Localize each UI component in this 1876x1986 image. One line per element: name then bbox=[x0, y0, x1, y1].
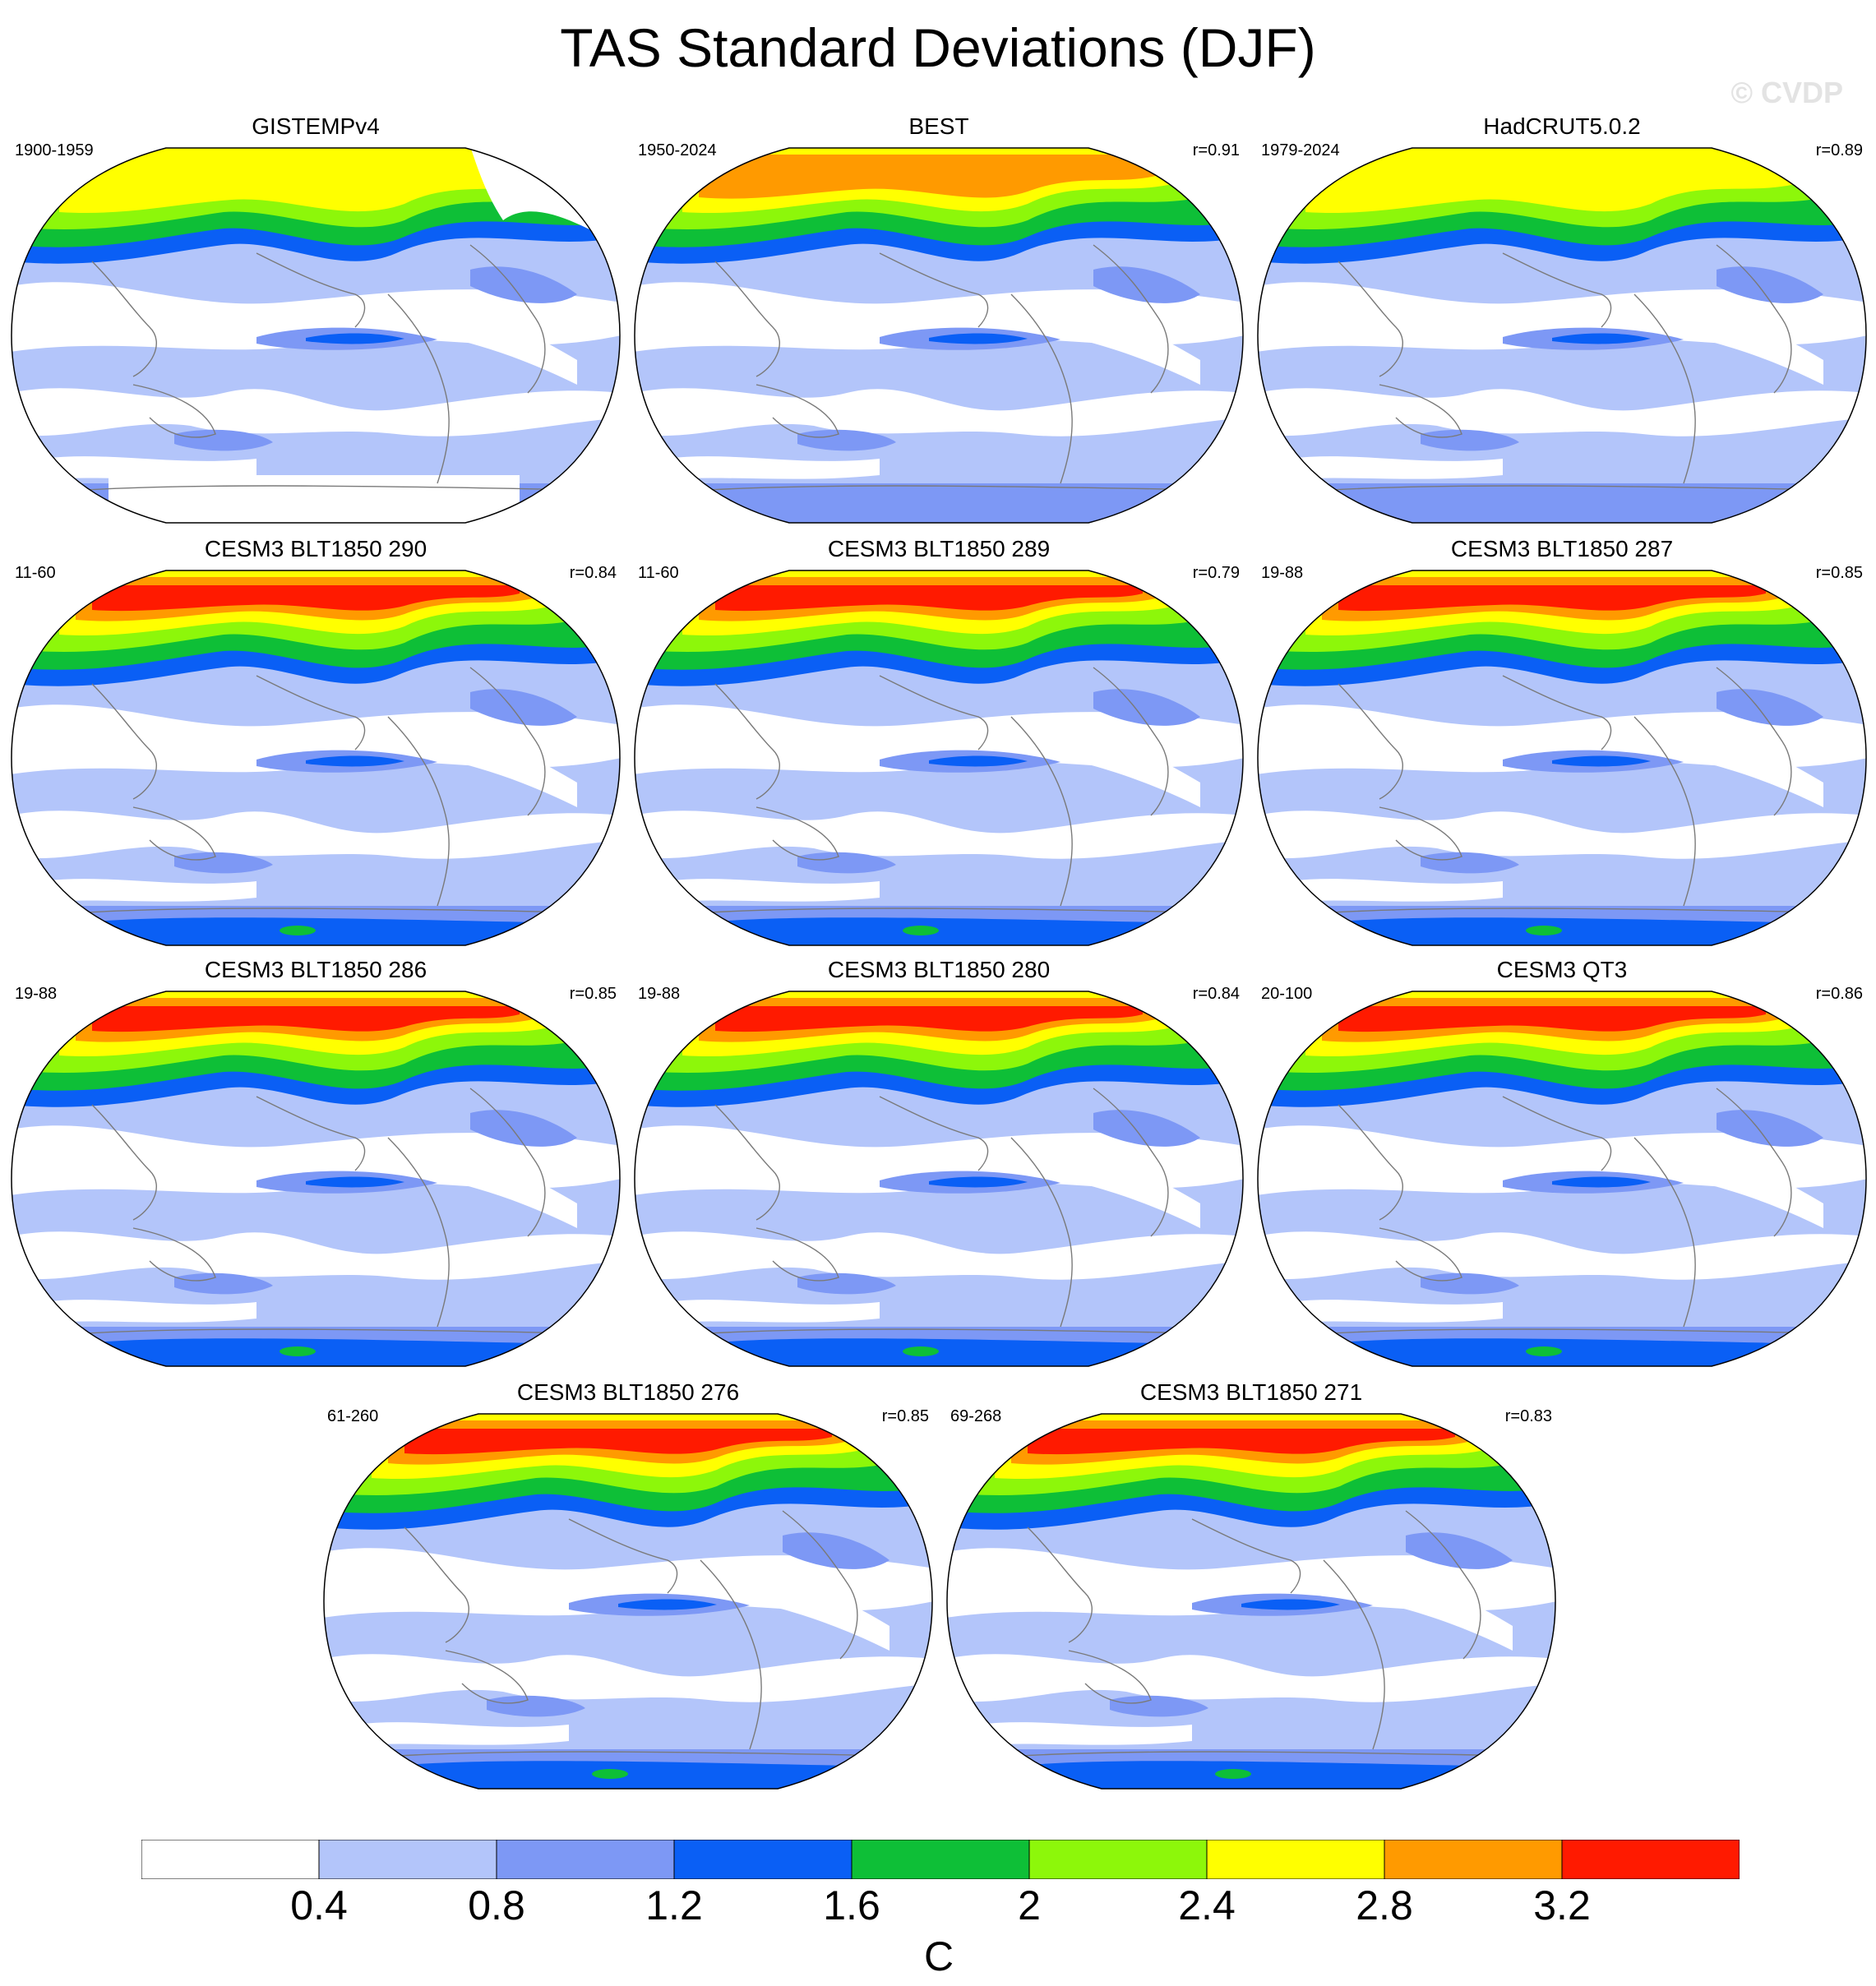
map-panel: CESM3 QT3 20-100 r=0.86 bbox=[1256, 957, 1868, 1368]
panel-correlation: r=0.89 bbox=[1815, 141, 1863, 159]
map-panel: CESM3 BLT1850 280 19-88 r=0.84 bbox=[633, 957, 1245, 1368]
colorbar-tick-label: 2 bbox=[1018, 1882, 1041, 1928]
panel-title: CESM3 BLT1850 280 bbox=[827, 957, 1051, 982]
map-field bbox=[1257, 991, 1867, 1367]
map-panel: CESM3 BLT1850 287 19-88 r=0.85 bbox=[1256, 536, 1868, 947]
panel-title: CESM3 BLT1850 286 bbox=[204, 957, 427, 982]
panel-title: CESM3 BLT1850 287 bbox=[1450, 536, 1674, 561]
panel-title: HadCRUT5.0.2 bbox=[1483, 113, 1641, 139]
panel-correlation: r=0.91 bbox=[1192, 141, 1240, 159]
colorbar-swatch bbox=[1028, 1840, 1208, 1879]
map-panel: CESM3 BLT1850 286 19-88 r=0.85 bbox=[10, 957, 621, 1368]
map-field bbox=[634, 991, 1244, 1367]
panel-period: 11-60 bbox=[638, 564, 679, 582]
colorbar bbox=[141, 1840, 1740, 1879]
map-panel: BEST 1950-2024 r=0.91 bbox=[633, 113, 1245, 524]
map-field bbox=[1257, 570, 1867, 946]
panel-title: CESM3 QT3 bbox=[1496, 957, 1628, 982]
figure-title: TAS Standard Deviations (DJF) bbox=[560, 17, 1316, 78]
panel-correlation: r=0.79 bbox=[1192, 564, 1240, 582]
colorbar-tick-label: 1.6 bbox=[823, 1882, 880, 1928]
map-field bbox=[11, 570, 621, 946]
map-field bbox=[1257, 147, 1867, 524]
panel-period: 19-88 bbox=[15, 985, 58, 1003]
panel-title: CESM3 BLT1850 276 bbox=[516, 1379, 740, 1405]
colorbar-swatch bbox=[851, 1840, 1030, 1879]
panel-title: CESM3 BLT1850 289 bbox=[827, 536, 1051, 561]
map-field bbox=[634, 147, 1244, 524]
map-panel: CESM3 BLT1850 289 11-60 r=0.79 bbox=[633, 536, 1245, 947]
colorbar-swatch bbox=[318, 1840, 497, 1879]
map-panel: CESM3 BLT1850 276 61-260 r=0.85 bbox=[322, 1379, 934, 1790]
map-field bbox=[11, 991, 621, 1367]
panel-correlation: r=0.85 bbox=[569, 985, 617, 1003]
colorbar-swatch bbox=[1384, 1840, 1563, 1879]
panel-period: 19-88 bbox=[1261, 564, 1304, 582]
panel-correlation: r=0.85 bbox=[881, 1407, 929, 1425]
copyright-watermark: © CVDP bbox=[1730, 76, 1843, 109]
panel-period: 1950-2024 bbox=[638, 141, 717, 159]
colorbar-units: C bbox=[923, 1933, 954, 1979]
colorbar-swatch bbox=[496, 1840, 675, 1879]
map-field bbox=[323, 1413, 933, 1790]
panel-correlation: r=0.84 bbox=[1192, 985, 1240, 1003]
panel-correlation: r=0.86 bbox=[1815, 985, 1863, 1003]
map-field bbox=[11, 147, 621, 524]
colorbar-tick-label: 3.2 bbox=[1533, 1882, 1591, 1928]
panel-period: 20-100 bbox=[1261, 985, 1313, 1003]
panel-period: 1979-2024 bbox=[1261, 141, 1340, 159]
colorbar-swatch bbox=[1561, 1840, 1740, 1879]
panel-period: 19-88 bbox=[638, 985, 681, 1003]
colorbar-tick-label: 2.8 bbox=[1356, 1882, 1413, 1928]
panel-period: 69-268 bbox=[950, 1407, 1002, 1425]
colorbar-tick-label: 0.8 bbox=[468, 1882, 525, 1928]
colorbar-tick-label: 2.4 bbox=[1178, 1882, 1236, 1928]
panel-period: 61-260 bbox=[327, 1407, 379, 1425]
panel-correlation: r=0.84 bbox=[569, 564, 617, 582]
map-panel: CESM3 BLT1850 271 69-268 r=0.83 bbox=[945, 1379, 1557, 1790]
colorbar-tick-label: 1.2 bbox=[645, 1882, 703, 1928]
map-panel: CESM3 BLT1850 290 11-60 r=0.84 bbox=[10, 536, 621, 947]
colorbar-swatch bbox=[141, 1840, 320, 1879]
panel-period: 1900-1959 bbox=[15, 141, 94, 159]
panel-correlation: r=0.83 bbox=[1504, 1407, 1552, 1425]
map-panel: GISTEMPv4 1900-1959 bbox=[10, 113, 621, 524]
panel-title: GISTEMPv4 bbox=[252, 113, 380, 139]
map-field bbox=[634, 570, 1244, 946]
map-panel: HadCRUT5.0.2 1979-2024 r=0.89 bbox=[1256, 113, 1868, 524]
panel-title: CESM3 BLT1850 290 bbox=[204, 536, 427, 561]
panel-title: BEST bbox=[908, 113, 969, 139]
colorbar-tick-label: 0.4 bbox=[290, 1882, 348, 1928]
map-field bbox=[946, 1413, 1556, 1790]
panel-title: CESM3 BLT1850 271 bbox=[1139, 1379, 1363, 1405]
colorbar-swatch bbox=[673, 1840, 853, 1879]
colorbar-swatch bbox=[1206, 1840, 1385, 1879]
panel-correlation: r=0.85 bbox=[1815, 564, 1863, 582]
panel-period: 11-60 bbox=[15, 564, 56, 582]
